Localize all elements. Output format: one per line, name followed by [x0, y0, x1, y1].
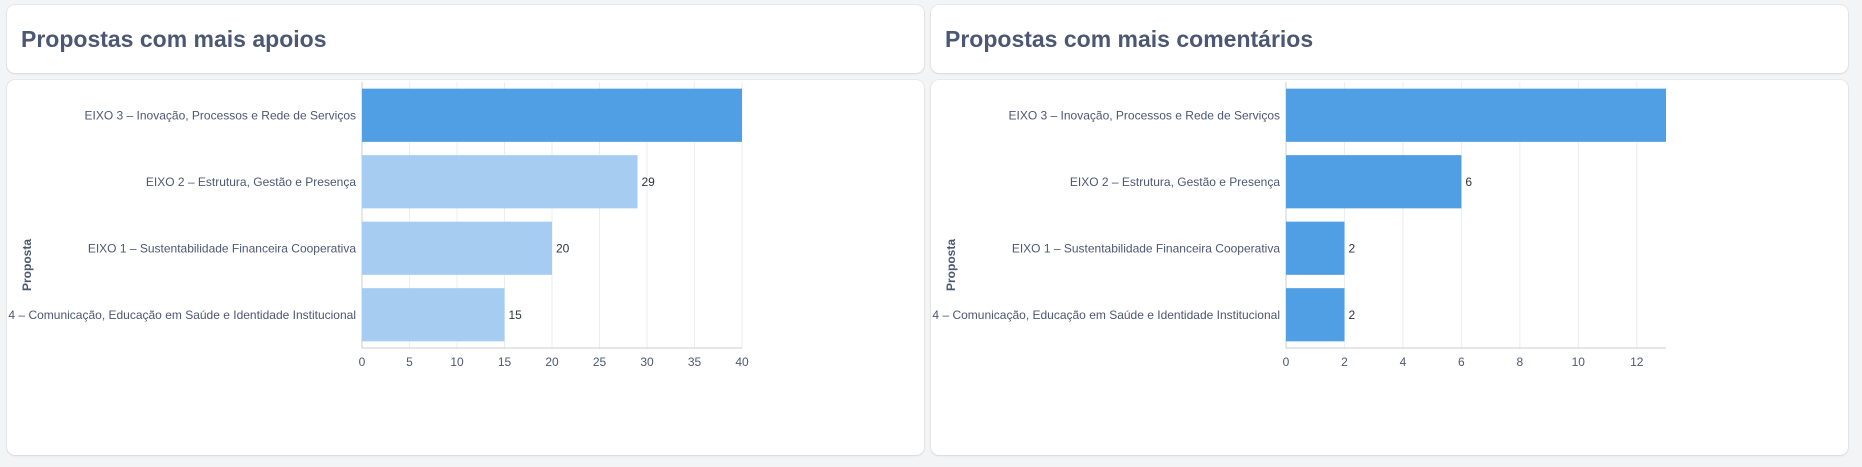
supports-x-tick-label: 10	[450, 355, 464, 369]
comments-x-tick-label: 4	[1400, 355, 1407, 369]
supports-x-tick-label: 25	[593, 355, 607, 369]
comments-x-tick-label: 0	[1283, 355, 1290, 369]
supports-bar[interactable]	[362, 288, 505, 342]
right-chart-title[interactable]: Propostas com mais comentários	[945, 25, 1314, 52]
comments-category-label: EIXO 1 – Sustentabilidade Financeira Coo…	[1012, 241, 1280, 255]
left-chart-title[interactable]: Propostas com mais apoios	[21, 25, 327, 52]
comments-data-label: 2	[1348, 308, 1355, 322]
comments-x-tick-label: 12	[1630, 355, 1644, 369]
comments-x-tick-label: 2	[1341, 355, 1348, 369]
comments-category-label: EIXO 2 – Estrutura, Gestão e Presença	[1070, 175, 1280, 189]
supports-bar-chart: Proposta 0 5 10 15 20 25 30 35 40 EIXO 3 – Inovaçã…	[7, 82, 749, 369]
supports-x-tick-label: 40	[735, 355, 749, 369]
supports-x-tick-label: 35	[688, 355, 702, 369]
supports-x-tick-label: 0	[359, 355, 366, 369]
comments-category-label: EIXO 3 – Inovação, Processos e Rede de S…	[1009, 108, 1280, 122]
comments-bar[interactable]	[1286, 88, 1666, 142]
comments-x-tick-label: 8	[1517, 355, 1524, 369]
supports-data-label: 15	[509, 308, 523, 322]
comments-chart-card: Proposta 0 2 4 6 8 10 12 EIXO 3 – Inovação, Proc…	[931, 80, 1848, 455]
comments-category-label: EIXO 4 – Comunicação, Educação em Saúde …	[931, 308, 1280, 322]
comments-bar[interactable]	[1286, 221, 1345, 275]
comments-data-label: 2	[1348, 241, 1355, 255]
supports-bar[interactable]	[362, 155, 638, 209]
comments-bar[interactable]	[1286, 288, 1345, 342]
supports-category-label: EIXO 3 – Inovação, Processos e Rede de S…	[85, 108, 356, 122]
comments-x-tick-label: 6	[1458, 355, 1465, 369]
supports-bar[interactable]	[362, 88, 742, 142]
comments-bar-chart: Proposta 0 2 4 6 8 10 12 EIXO 3 – Inovação, Proc…	[931, 82, 1666, 369]
supports-x-tick-label: 20	[545, 355, 559, 369]
comments-data-label: 6	[1465, 175, 1472, 189]
supports-data-label: 29	[642, 175, 656, 189]
supports-category-label: EIXO 4 – Comunicação, Educação em Saúde …	[7, 308, 356, 322]
supports-chart-card: Proposta 0 5 10 15 20 25 30 35 40 EIXO 3 – Inovaçã…	[7, 80, 924, 455]
supports-x-tick-label: 30	[640, 355, 654, 369]
comments-y-axis-label: Proposta	[944, 239, 958, 291]
comments-x-tick-label: 10	[1572, 355, 1586, 369]
supports-x-tick-label: 5	[406, 355, 413, 369]
supports-category-label: EIXO 1 – Sustentabilidade Financeira Coo…	[88, 241, 356, 255]
right-title-card: Propostas com mais comentários	[931, 5, 1848, 73]
supports-bar[interactable]	[362, 221, 552, 275]
supports-y-axis-label: Proposta	[20, 239, 34, 291]
supports-data-label: 20	[556, 241, 570, 255]
left-title-card: Propostas com mais apoios	[7, 5, 924, 73]
supports-x-tick-label: 15	[498, 355, 512, 369]
comments-bar[interactable]	[1286, 155, 1462, 209]
supports-category-label: EIXO 2 – Estrutura, Gestão e Presença	[146, 175, 356, 189]
